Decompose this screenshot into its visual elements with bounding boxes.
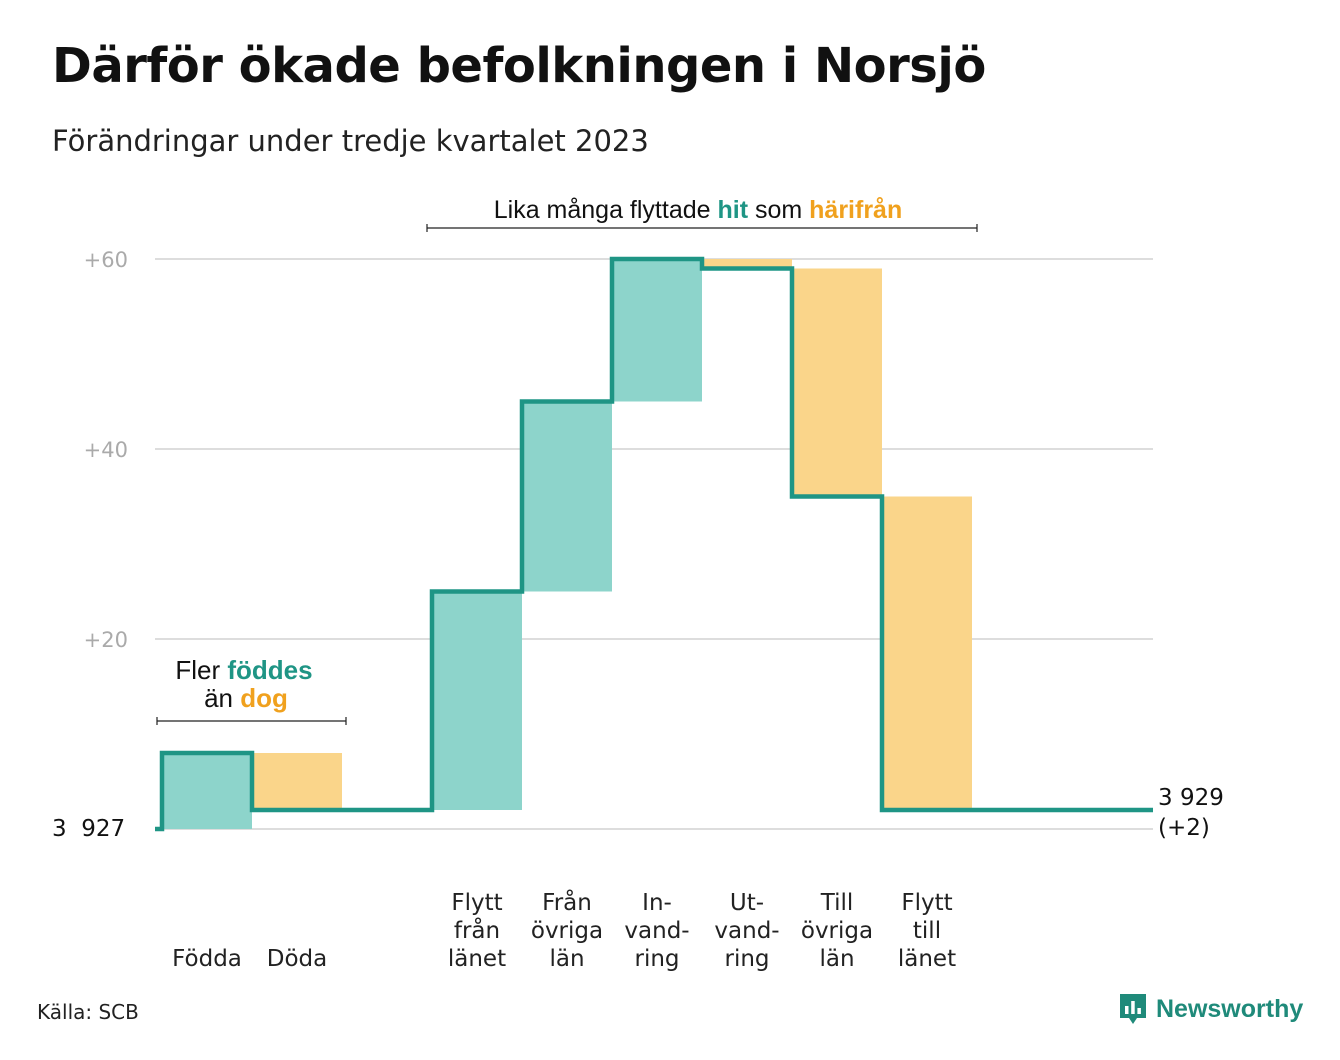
y-tick-label: +60: [84, 248, 128, 272]
y-tick-label: +40: [84, 438, 128, 462]
bar-6: [702, 259, 792, 269]
x-label-7-2: län: [819, 946, 854, 972]
end-value-label: 3 929: [1158, 785, 1224, 811]
x-label-4-1: övriga: [531, 918, 603, 944]
migration-bracket: [426, 224, 978, 232]
end-change-label: (+2): [1158, 815, 1210, 841]
x-label-5-1: vand-: [624, 918, 689, 944]
bar-7: [792, 268, 882, 497]
bar-0: [162, 753, 252, 829]
step-line: [155, 256, 1153, 832]
births-annotation-text1: Fler: [175, 655, 227, 685]
x-label-8-0: Flytt: [901, 890, 952, 916]
x-label-7-1: övriga: [801, 918, 873, 944]
migration-annotation-text: Lika många flyttade: [494, 196, 718, 224]
x-label-3-2: länet: [448, 946, 506, 972]
x-label-6-1: vand-: [714, 918, 779, 944]
x-label-1-0: Döda: [267, 946, 327, 972]
x-label-5-0: In-: [642, 890, 672, 916]
start-value-label: 3 927: [52, 816, 125, 842]
newsworthy-chart-icon: [1120, 994, 1146, 1024]
migration-annotation-mid: som: [748, 196, 809, 224]
births-annotation-foddes: föddes: [227, 655, 312, 685]
bars: [162, 259, 972, 829]
x-label-4-0: Från: [542, 888, 592, 916]
births-annotation-text2: än: [204, 683, 240, 713]
births-annotation-line2: än dog: [204, 683, 288, 713]
page-subtitle: Förändringar under tredje kvartalet 2023: [52, 124, 649, 158]
x-label-4-2: län: [549, 946, 584, 972]
x-category-labels: Födda DödaFlyttfrånlänetFrånövrigalänIn-v…: [172, 888, 956, 972]
x-label-3-0: Flytt: [451, 890, 502, 916]
births-annotation-line1: Fler föddes: [175, 655, 312, 685]
x-label-6-0: Ut-: [730, 890, 764, 916]
cumulative-step-line: [155, 256, 1153, 832]
bar-1: [252, 753, 342, 810]
x-label-3-1: från: [454, 916, 500, 944]
x-label-8-1: till: [913, 918, 941, 944]
bar-4: [522, 401, 612, 592]
x-label-6-2: ring: [724, 946, 769, 972]
migration-annotation-harifran: härifrån: [809, 196, 902, 224]
bar-8: [882, 496, 972, 810]
source-note: Källa: SCB: [37, 1000, 139, 1024]
x-label-5-2: ring: [634, 946, 679, 972]
x-label-7-0: Till: [820, 890, 854, 916]
births-bracket: [156, 717, 347, 725]
x-label-0-0: Födda: [172, 946, 242, 972]
y-tick-label: +20: [84, 628, 128, 652]
page-title: Därför ökade befolkningen i Norsjö: [52, 38, 986, 94]
bar-5: [612, 259, 702, 402]
x-label-8-2: länet: [898, 946, 956, 972]
migration-annotation: Lika många flyttade hit som härifrån: [494, 196, 903, 224]
bar-3: [432, 591, 522, 810]
brand-name: Newsworthy: [1156, 994, 1304, 1023]
migration-annotation-hit: hit: [717, 196, 748, 224]
births-annotation-dog: dog: [240, 683, 288, 713]
brand-logo[interactable]: Newsworthy: [1118, 992, 1303, 1026]
y-tick-labels: +20 +40 +60: [84, 248, 128, 652]
